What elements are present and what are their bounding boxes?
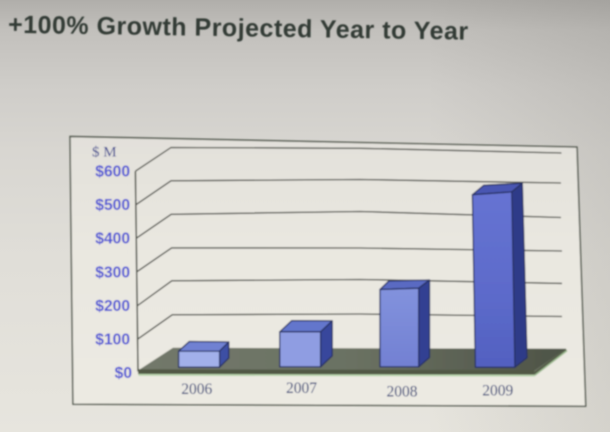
svg-text:2009: 2009 — [482, 383, 513, 400]
svg-text:$600: $600 — [95, 164, 130, 181]
svg-text:$500: $500 — [95, 197, 130, 214]
svg-text:$300: $300 — [95, 264, 130, 281]
svg-text:$400: $400 — [95, 231, 130, 248]
svg-text:$ M: $ M — [92, 145, 117, 161]
svg-text:$100: $100 — [95, 332, 130, 349]
svg-text:2008: 2008 — [387, 384, 418, 401]
svg-text:$0: $0 — [115, 365, 133, 382]
svg-text:+100% Growth Projected Year to: +100% Growth Projected Year to Year — [8, 11, 469, 46]
svg-text:$200: $200 — [95, 298, 130, 315]
svg-text:2006: 2006 — [181, 381, 212, 398]
svg-text:2007: 2007 — [286, 380, 317, 397]
